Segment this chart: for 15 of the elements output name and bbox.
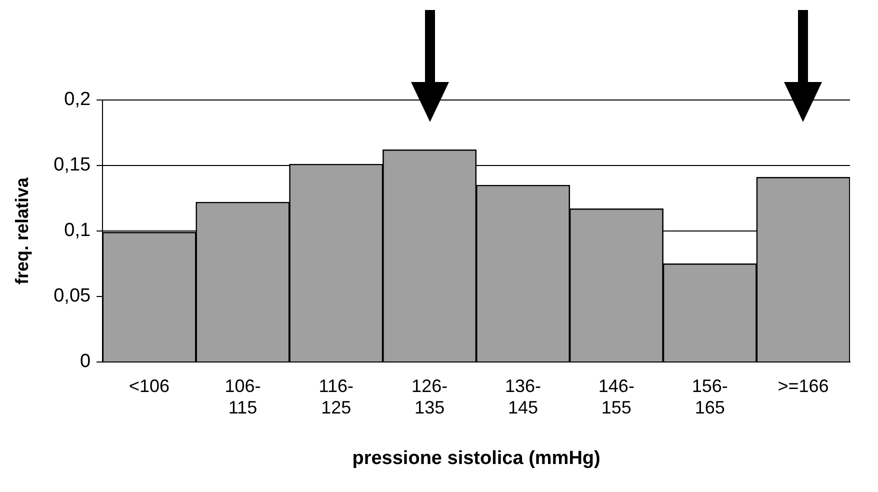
x-tick-label: 136-145 [504,376,542,418]
x-tick-label: >=166 [778,376,829,396]
y-tick-label: 0,2 [64,89,91,110]
y-tick-label: 0,15 [54,154,91,176]
x-tick-label: 106-115 [224,376,261,418]
x-tick-label: 156-165 [692,376,728,418]
y-tick-label: 0 [80,351,91,372]
y-axis-title: freq. relativa [12,176,32,285]
x-axis-title: pressione sistolica (mmHg) [352,448,600,469]
x-tick-label: <106 [129,376,170,396]
x-tick-label: 146-155 [598,376,634,418]
x-tick-label: 116-125 [318,376,354,418]
y-tick-label: 0,1 [64,220,91,242]
x-tick-label: 126-135 [412,376,448,418]
y-tick-label: 0,05 [54,286,91,307]
